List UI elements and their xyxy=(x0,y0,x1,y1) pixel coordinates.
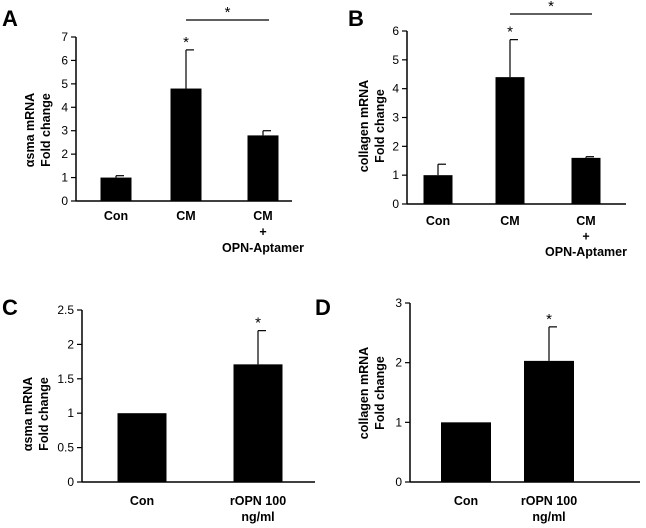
y-tick-label: 0 xyxy=(67,475,74,489)
significance-star: * xyxy=(507,24,513,41)
bar xyxy=(423,175,453,204)
y-tick-label: 0.5 xyxy=(57,441,74,455)
x-category-label: Con xyxy=(130,494,154,508)
y-axis-label-line: Fold change xyxy=(373,89,387,163)
significance-star: * xyxy=(255,315,261,332)
y-tick-label: 4 xyxy=(392,82,399,96)
bar xyxy=(524,360,574,482)
x-category-label: CM + OPN-Aptamer xyxy=(222,209,304,255)
y-tick-label: 2 xyxy=(392,139,399,153)
y-axis-label-line: Fold change xyxy=(39,93,53,167)
x-category-label-line: + xyxy=(582,230,589,244)
significance-star: * xyxy=(546,311,552,328)
y-tick-label: 0 xyxy=(61,194,68,208)
x-category-label-line: CM xyxy=(176,209,195,223)
y-axis-label-line: collagen mRNA xyxy=(357,80,371,172)
x-category-label-line: Con xyxy=(454,494,478,508)
y-tick-label: 2 xyxy=(395,356,402,370)
x-category-label-line: Con xyxy=(130,494,154,508)
x-category-label-line: rOPN 100 xyxy=(230,494,286,508)
bar xyxy=(233,364,283,482)
significance-bracket-star: * xyxy=(548,0,554,15)
y-tick-label: 0 xyxy=(392,197,399,211)
y-tick-label: 1 xyxy=(392,168,399,182)
x-category-label: CM xyxy=(500,214,519,228)
y-tick-label: 4 xyxy=(61,100,68,114)
y-axis-label-line: αsma mRNA xyxy=(23,93,37,167)
x-category-label-line: OPN-Aptamer xyxy=(545,245,627,259)
y-tick-label: 3 xyxy=(395,296,402,310)
x-category-label: Con xyxy=(426,214,450,228)
x-category-label-line: Con xyxy=(426,214,450,228)
x-category-label-line: CM xyxy=(500,214,519,228)
panel-letter-a: A xyxy=(2,6,18,31)
y-axis-label-line: Fold change xyxy=(37,377,51,451)
x-category-label: rOPN 100 ng/ml xyxy=(230,494,286,524)
y-axis-label-line: Fold change xyxy=(373,356,387,430)
y-tick-label: 2 xyxy=(61,147,68,161)
x-category-label: CM + OPN-Aptamer xyxy=(545,214,627,259)
y-axis-label-a: αsma mRNA Fold change xyxy=(23,93,53,167)
y-tick-label: 1 xyxy=(395,415,402,429)
significance-star: * xyxy=(183,34,189,51)
y-tick-label: 1 xyxy=(67,406,74,420)
x-category-label-line: CM xyxy=(576,214,595,228)
y-axis-label-line: collagen mRNA xyxy=(357,347,371,439)
y-axis-label-line: αsma mRNA xyxy=(21,377,35,451)
x-category-label-line: ng/ml xyxy=(241,510,274,524)
y-tick-label: 3 xyxy=(392,111,399,125)
y-tick-label: 0 xyxy=(395,475,402,489)
x-category-label: CM xyxy=(176,209,195,223)
bar xyxy=(495,77,525,204)
panel-letter-b: B xyxy=(348,6,364,31)
x-category-label: Con xyxy=(104,209,128,223)
y-tick-label: 7 xyxy=(61,30,68,44)
bar xyxy=(170,88,202,201)
bar xyxy=(441,422,491,482)
x-category-label: rOPN 100 ng/ml xyxy=(521,494,577,524)
y-tick-label: 2.5 xyxy=(57,303,74,317)
y-tick-label: 2 xyxy=(67,337,74,351)
panel-letter-d: D xyxy=(315,295,331,320)
y-tick-label: 1 xyxy=(61,171,68,185)
bar xyxy=(100,177,132,201)
x-category-label: Con xyxy=(454,494,478,508)
y-axis-label-d: collagen mRNA Fold change xyxy=(357,347,387,439)
x-category-label-line: Con xyxy=(104,209,128,223)
y-tick-label: 5 xyxy=(61,77,68,91)
x-category-label-line: ng/ml xyxy=(532,510,565,524)
y-tick-label: 5 xyxy=(392,53,399,67)
bar xyxy=(247,135,279,201)
y-tick-label: 3 xyxy=(61,124,68,138)
y-tick-label: 1.5 xyxy=(57,372,74,386)
y-axis-label-b: collagen mRNA Fold change xyxy=(357,80,387,172)
bar xyxy=(117,413,167,482)
x-category-label-line: + xyxy=(259,225,266,239)
y-tick-label: 6 xyxy=(392,24,399,38)
bar xyxy=(571,157,601,204)
x-category-label-line: rOPN 100 xyxy=(521,494,577,508)
y-axis-label-c: αsma mRNA Fold change xyxy=(21,377,51,451)
panel-letter-c: C xyxy=(2,295,18,320)
significance-bracket-star: * xyxy=(225,4,231,21)
y-tick-label: 6 xyxy=(61,53,68,67)
x-category-label-line: CM xyxy=(253,209,272,223)
x-category-label-line: OPN-Aptamer xyxy=(222,241,304,255)
